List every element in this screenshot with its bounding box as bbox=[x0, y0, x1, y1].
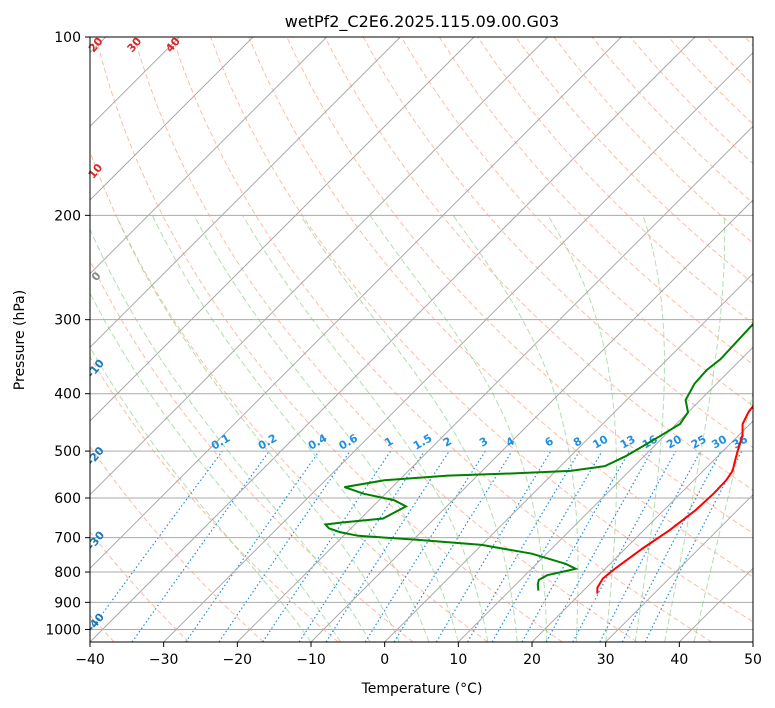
dry-adiabat-line bbox=[324, 37, 753, 491]
dry-adiabat-line bbox=[90, 531, 190, 642]
dry-adiabat-line bbox=[438, 37, 753, 366]
isotherm-line bbox=[531, 420, 753, 642]
isotherm-line bbox=[310, 199, 753, 642]
background-lines bbox=[90, 37, 753, 642]
isotherm-line bbox=[90, 37, 696, 642]
chart-title: wetPf2_C2E6.2025.115.09.00.G03 bbox=[285, 12, 559, 32]
moist-adiabat-line bbox=[90, 228, 371, 642]
y-tick-label: 300 bbox=[54, 313, 81, 329]
profile-lines bbox=[323, 322, 753, 594]
mixing-ratio-line bbox=[545, 450, 653, 642]
mixing-ratio-line bbox=[131, 450, 270, 642]
dry-adiabat-line bbox=[90, 356, 339, 642]
dry-adiabat-line bbox=[210, 37, 753, 623]
y-tick-label: 100 bbox=[54, 30, 81, 46]
mixing-ratio-line bbox=[262, 450, 392, 642]
y-tick-label: 200 bbox=[54, 208, 81, 224]
y-tick-label: 400 bbox=[54, 387, 81, 403]
x-axis: −40 −30 −20 −10 0 10 20 30 40 50 bbox=[75, 642, 762, 668]
y-tick-label: 900 bbox=[54, 595, 81, 611]
moist-adiabat-line bbox=[90, 346, 312, 642]
dry-adiabat-line bbox=[90, 150, 488, 642]
dry-adiabat-line bbox=[515, 37, 753, 284]
isotherm-line bbox=[90, 37, 254, 201]
mixing-ratio-line bbox=[90, 450, 223, 632]
x-tick-label: −30 bbox=[149, 652, 179, 668]
dry-adiabat-line bbox=[90, 445, 264, 642]
isotherm-line bbox=[90, 37, 549, 496]
mixing-ratio-line bbox=[298, 450, 425, 642]
isotherm-line bbox=[384, 272, 753, 642]
x-tick-label: 50 bbox=[744, 652, 762, 668]
isotherm-line bbox=[605, 493, 753, 642]
dry-adiabat-line bbox=[95, 37, 563, 642]
moist-adiabat-line bbox=[547, 215, 617, 642]
x-tick-label: −10 bbox=[296, 652, 326, 668]
x-tick-label: 0 bbox=[380, 652, 389, 668]
isotherm-line bbox=[90, 37, 622, 570]
y-tick-label: 500 bbox=[54, 444, 81, 460]
moist-adiabat-line bbox=[151, 215, 430, 642]
mixing-ratio-line bbox=[325, 450, 450, 642]
y-axis: 100 200 300 400 500 600 700 800 900 1000 bbox=[45, 30, 90, 638]
y-tick-label: 600 bbox=[54, 491, 81, 507]
isotherm-line bbox=[90, 37, 475, 422]
x-tick-label: 30 bbox=[597, 652, 615, 668]
moist-adiabat-line bbox=[369, 215, 548, 642]
dry-adiabat-line bbox=[400, 37, 753, 407]
y-tick-label: 700 bbox=[54, 531, 81, 547]
plot-frame bbox=[89, 36, 754, 643]
mixing-ratio-line bbox=[393, 450, 513, 642]
mixing-ratio-line bbox=[185, 450, 320, 642]
dewpoint-line bbox=[323, 322, 753, 591]
dry-adiabat-line bbox=[248, 37, 753, 578]
isotherm-line bbox=[236, 125, 753, 642]
x-tick-label: −40 bbox=[75, 652, 105, 668]
x-tick-label: −20 bbox=[223, 652, 253, 668]
dry-adiabat-line bbox=[133, 37, 638, 642]
x-tick-label: 10 bbox=[449, 652, 467, 668]
y-tick-label: 800 bbox=[54, 565, 81, 581]
mixing-ratio-line bbox=[644, 450, 743, 642]
moist-adiabat-line bbox=[115, 215, 400, 642]
mixing-ratio-line bbox=[218, 450, 351, 642]
moist-adiabat-line bbox=[452, 215, 579, 642]
isotherm-line bbox=[457, 346, 753, 642]
y-axis-label: Pressure (hPa) bbox=[12, 290, 28, 390]
x-tick-label: 20 bbox=[523, 652, 541, 668]
isotherm-line bbox=[163, 51, 753, 642]
isotherm-line bbox=[90, 37, 401, 349]
isotherm-line bbox=[90, 37, 328, 275]
y-tick-label: 1000 bbox=[45, 622, 81, 638]
dry-adiabat-line bbox=[171, 37, 712, 642]
x-axis-label: Temperature (°C) bbox=[361, 681, 483, 697]
moist-adiabat-line bbox=[90, 291, 341, 642]
x-tick-label: 40 bbox=[670, 652, 688, 668]
moist-adiabat-line bbox=[693, 390, 753, 642]
temperature-line bbox=[596, 404, 753, 594]
moist-adiabat-line bbox=[664, 215, 726, 642]
mixing-ratio-line bbox=[572, 450, 677, 642]
moist-adiabat-line bbox=[634, 215, 666, 642]
moist-adiabat-line bbox=[300, 215, 518, 642]
